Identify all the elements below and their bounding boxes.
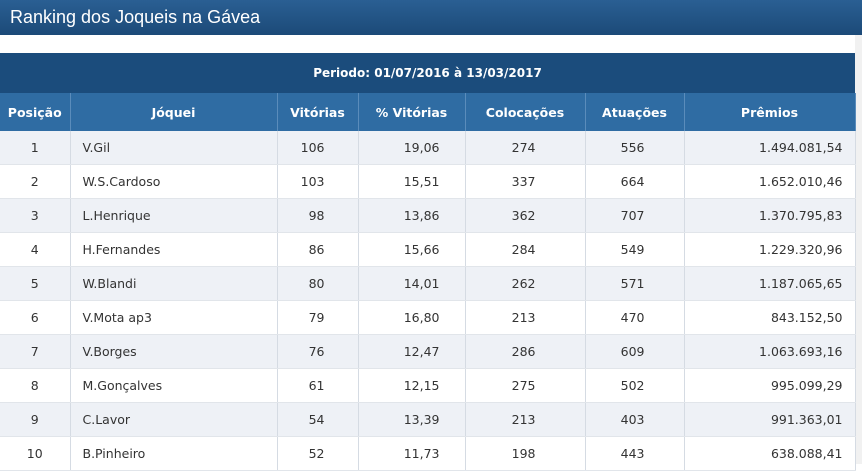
cell: 16,80: [358, 300, 466, 335]
column-header: Prêmios: [684, 93, 856, 131]
cell: V.Mota ap3: [70, 300, 278, 335]
table-row: 4 H.Fernandes 86 15,66 284 549 1.229.320,96: [0, 232, 856, 267]
table-row: 9 C.Lavor 54 13,39 213 403 991.363,01: [0, 402, 856, 437]
cell: 52: [277, 436, 359, 471]
cell: 10: [0, 436, 71, 471]
cell: H.Fernandes: [70, 232, 278, 267]
cell: 7: [0, 334, 71, 369]
cell: 991.363,01: [684, 402, 856, 437]
table-row: 6 V.Mota ap3 79 16,80 213 470 843.152,50: [0, 300, 856, 335]
cell: 3: [0, 198, 71, 233]
cell: 198: [465, 436, 586, 471]
cell: 262: [465, 266, 586, 301]
cell: 106: [277, 131, 359, 165]
cell: 664: [585, 164, 685, 199]
cell: 556: [585, 131, 685, 165]
cell: 15,66: [358, 232, 466, 267]
period-row: Periodo: 01/07/2016 à 13/03/2017: [0, 53, 856, 93]
cell: 8: [0, 368, 71, 403]
cell: 638.088,41: [684, 436, 856, 471]
cell: 571: [585, 266, 685, 301]
cell: 13,39: [358, 402, 466, 437]
cell: 86: [277, 232, 359, 267]
cell: 286: [465, 334, 586, 369]
cell: 707: [585, 198, 685, 233]
page-title: Ranking dos Joqueis na Gávea: [0, 0, 862, 35]
cell: 54: [277, 402, 359, 437]
table-row: 10 B.Pinheiro 52 11,73 198 443 638.088,41: [0, 436, 856, 471]
ranking-table: Periodo: 01/07/2016 à 13/03/2017 Posição…: [0, 53, 856, 471]
cell: 403: [585, 402, 685, 437]
cell: 4: [0, 232, 71, 267]
cell: 6: [0, 300, 71, 335]
cell: L.Henrique: [70, 198, 278, 233]
cell: 213: [465, 402, 586, 437]
cell: 61: [277, 368, 359, 403]
cell: M.Gonçalves: [70, 368, 278, 403]
cell: 15,51: [358, 164, 466, 199]
cell: 2: [0, 164, 71, 199]
cell: 284: [465, 232, 586, 267]
cell: V.Borges: [70, 334, 278, 369]
cell: 995.099,29: [684, 368, 856, 403]
cell: 80: [277, 266, 359, 301]
cell: 9: [0, 402, 71, 437]
cell: 5: [0, 266, 71, 301]
cell: 1: [0, 131, 71, 165]
scroll-edge: [855, 35, 862, 464]
cell: 274: [465, 131, 586, 165]
cell: 213: [465, 300, 586, 335]
cell: 502: [585, 368, 685, 403]
column-header: Colocações: [465, 93, 586, 131]
header-row: Posição Jóquei Vitórias% Vitórias Colocaçõe…: [0, 93, 856, 131]
period: Periodo: 01/07/2016 à 13/03/2017: [0, 53, 856, 93]
cell: W.Blandi: [70, 266, 278, 301]
cell: 443: [585, 436, 685, 471]
cell: 549: [585, 232, 685, 267]
cell: 1.652.010,46: [684, 164, 856, 199]
cell: W.S.Cardoso: [70, 164, 278, 199]
cell: 76: [277, 334, 359, 369]
cell: 11,73: [358, 436, 466, 471]
cell: 843.152,50: [684, 300, 856, 335]
column-header: Jóquei: [70, 93, 278, 131]
table-row: 2 W.S.Cardoso 103 15,51 337 664 1.652.010,46: [0, 164, 856, 199]
cell: 1.063.693,16: [684, 334, 856, 369]
cell: 470: [585, 300, 685, 335]
cell: 1.187.065,65: [684, 266, 856, 301]
cell: 1.370.795,83: [684, 198, 856, 233]
cell: 609: [585, 334, 685, 369]
cell: 98: [277, 198, 359, 233]
cell: C.Lavor: [70, 402, 278, 437]
cell: 19,06: [358, 131, 466, 165]
cell: 103: [277, 164, 359, 199]
table-row: 3 L.Henrique 98 13,86 362 707 1.370.795,83: [0, 198, 856, 233]
cell: 14,01: [358, 266, 466, 301]
cell: 1.494.081,54: [684, 131, 856, 165]
column-header: Posição: [0, 93, 71, 131]
cell: 275: [465, 368, 586, 403]
table-row: 5 W.Blandi 80 14,01 262 571 1.187.065,65: [0, 266, 856, 301]
table-body: Periodo: 01/07/2016 à 13/03/2017 Posição…: [0, 53, 856, 471]
cell: 13,86: [358, 198, 466, 233]
cell: 337: [465, 164, 586, 199]
column-header: % Vitórias: [358, 93, 466, 131]
cell: 362: [465, 198, 586, 233]
cell: B.Pinheiro: [70, 436, 278, 471]
cell: V.Gil: [70, 131, 278, 165]
column-header: Vitórias: [277, 93, 359, 131]
table-row: 1 V.Gil 106 19,06 274 556 1.494.081,54: [0, 131, 856, 165]
cell: 12,15: [358, 368, 466, 403]
cell: 79: [277, 300, 359, 335]
cell: 1.229.320,96: [684, 232, 856, 267]
column-header: Atuações: [585, 93, 685, 131]
cell: 12,47: [358, 334, 466, 369]
table-row: 8 M.Gonçalves 61 12,15 275 502 995.099,29: [0, 368, 856, 403]
table-row: 7 V.Borges 76 12,47 286 609 1.063.693,16: [0, 334, 856, 369]
